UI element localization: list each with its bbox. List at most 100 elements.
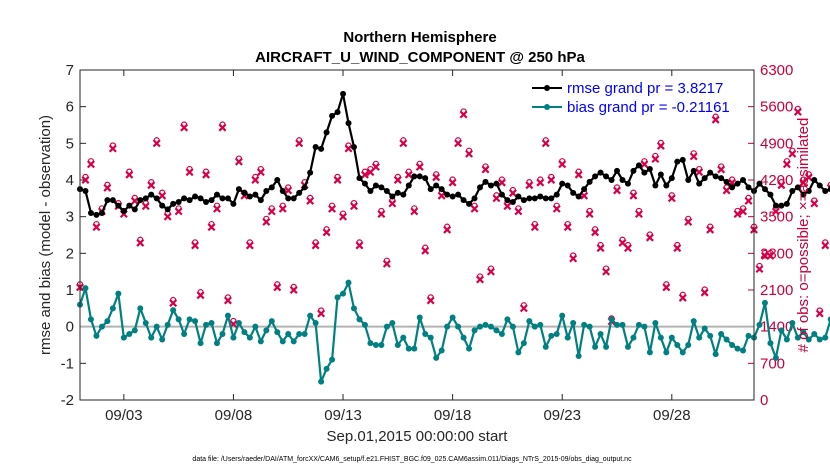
- obs-x-stroke: [536, 178, 545, 187]
- obs-x-stroke: [492, 194, 501, 203]
- x-tick-label: 09/03: [105, 407, 143, 424]
- obs-x-stroke: [777, 181, 786, 190]
- obs-assimilated-marker: [256, 168, 265, 177]
- obs-assimilated-marker: [191, 241, 200, 250]
- rmse-point: [707, 169, 714, 176]
- bias-point: [394, 342, 401, 348]
- rmse-point: [646, 166, 653, 172]
- obs-x-stroke: [684, 217, 693, 226]
- obs-x-stroke: [525, 181, 534, 190]
- obs-assimilated-marker: [92, 223, 101, 232]
- rmse-point: [181, 195, 188, 202]
- bias-point: [772, 354, 779, 361]
- obs-assimilated-marker: [717, 165, 726, 174]
- obs-assimilated-marker: [295, 139, 304, 148]
- obs-x-stroke: [108, 144, 117, 153]
- rmse-point: [389, 193, 396, 200]
- rmse-point: [805, 188, 812, 194]
- obs-assimilated-marker: [213, 204, 221, 213]
- bias-point: [433, 354, 440, 361]
- bias-point: [685, 342, 692, 348]
- obs-assimilated-marker: [552, 204, 561, 213]
- bias-point: [98, 323, 105, 330]
- rmse-point: [641, 169, 648, 176]
- rmse-point: [372, 182, 379, 189]
- obs-assimilated-marker: [86, 160, 95, 169]
- obs-x-stroke: [256, 168, 265, 177]
- obs-assimilated-marker: [388, 199, 397, 208]
- bias-point: [361, 321, 368, 328]
- bias-point: [816, 336, 823, 343]
- obs-assimilated-marker: [476, 275, 484, 284]
- legend-rmse-label: rmse grand pr = 3.8217: [567, 80, 723, 97]
- rmse-point: [608, 177, 615, 183]
- rmse-point: [531, 195, 538, 202]
- obs-x-stroke: [530, 223, 539, 232]
- obs-x-stroke: [311, 241, 320, 250]
- rmse-point: [186, 197, 193, 204]
- rmse-point: [252, 191, 259, 198]
- obs-assimilated-marker: [218, 123, 227, 132]
- bias-point: [652, 320, 659, 326]
- obs-x-stroke: [317, 309, 326, 318]
- left-tick-label: 7: [66, 62, 74, 79]
- rmse-point: [745, 184, 752, 191]
- plot-area: [80, 70, 754, 400]
- bias-point: [740, 347, 747, 354]
- bias-point: [827, 316, 830, 323]
- obs-assimilated-marker: [656, 141, 665, 150]
- bias-point: [729, 342, 736, 348]
- bias-point: [345, 279, 352, 286]
- obs-x-stroke: [700, 288, 709, 297]
- bias-point: [356, 316, 363, 323]
- bias-point: [192, 318, 199, 325]
- legend: rmse grand pr = 3.8217 bias grand pr = -…: [532, 80, 730, 116]
- obs-assimilated-marker: [810, 199, 819, 208]
- bias-point: [241, 329, 248, 336]
- obs-assimilated-marker: [766, 251, 775, 260]
- bias-point: [109, 305, 116, 312]
- rmse-point: [263, 188, 270, 194]
- right-tick-label: 5600: [760, 99, 793, 116]
- bias-point: [586, 323, 593, 330]
- obs-x-stroke: [382, 259, 391, 268]
- obs-x-stroke: [514, 207, 523, 216]
- rmse-point: [778, 202, 785, 209]
- obs-assimilated-marker: [426, 296, 435, 305]
- obs-assimilated-marker: [152, 139, 161, 148]
- rmse-point: [274, 177, 281, 183]
- rmse-point: [433, 182, 440, 189]
- obs-assimilated-marker: [185, 168, 194, 177]
- chart-subtitle: AIRCRAFT_U_WIND_COMPONENT @ 250 hPa: [255, 49, 585, 66]
- obs-assimilated-marker: [514, 207, 523, 216]
- rmse-point: [307, 169, 314, 176]
- obs-assimilated-marker: [382, 259, 391, 268]
- obs-assimilated-marker: [711, 115, 720, 124]
- rmse-point: [789, 188, 796, 194]
- bias-point: [230, 334, 237, 341]
- obs-x-stroke: [399, 139, 408, 148]
- bias-point: [581, 321, 588, 328]
- left-tick-label: 2: [66, 245, 74, 262]
- obs-x-stroke: [667, 194, 676, 203]
- rmse-point: [712, 173, 719, 180]
- left-tick-label: 6: [66, 99, 74, 116]
- obs-x-stroke: [262, 217, 271, 226]
- rmse-point: [597, 169, 604, 176]
- bias-point: [405, 345, 412, 352]
- obs-x-stroke: [706, 225, 715, 234]
- rmse-point: [290, 195, 297, 202]
- rmse-point: [586, 178, 593, 185]
- rmse-point: [241, 189, 248, 196]
- obs-x-stroke: [103, 183, 112, 192]
- obs-assimilated-marker: [223, 296, 232, 305]
- bias-point: [93, 332, 100, 339]
- obs-x-stroke: [645, 233, 654, 242]
- bias-point: [307, 312, 314, 319]
- rmse-point: [493, 180, 500, 187]
- obs-x-stroke: [295, 139, 304, 148]
- rmse-point: [104, 197, 111, 204]
- bias-point: [756, 321, 763, 328]
- obs-x-stroke: [339, 212, 348, 221]
- bias-point: [455, 323, 462, 330]
